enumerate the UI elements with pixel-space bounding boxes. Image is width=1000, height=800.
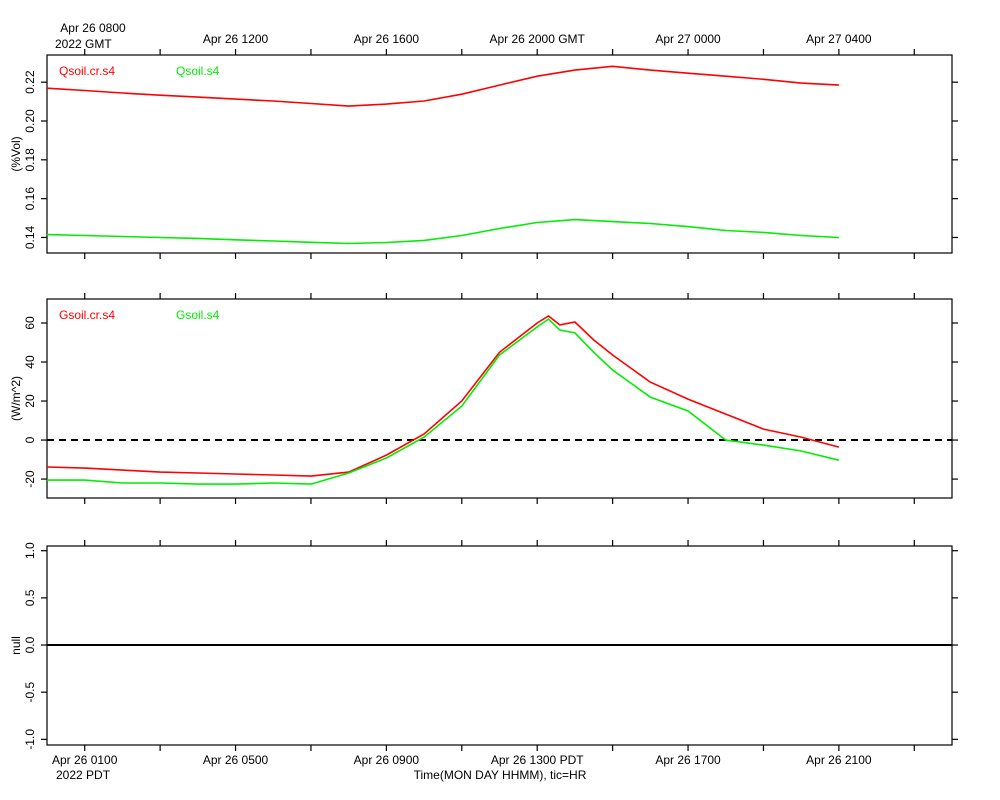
x-tick-label: Apr 26 0900 [354, 753, 420, 767]
x-tick-label: Apr 26 2100 [806, 753, 872, 767]
top-tick-label: Apr 27 0000 [655, 32, 721, 46]
y-tick-label: 0.22 [23, 70, 37, 94]
y-tick-label: 40 [23, 355, 37, 369]
series-line [46, 218, 839, 245]
legend-entry: Gsoil.cr.s4 [59, 308, 115, 322]
y-tick-label: 0 [23, 436, 37, 443]
y-tick-label: 0.14 [23, 225, 37, 249]
plot-frame [46, 54, 953, 254]
y-axis-label: (%Vol) [9, 136, 23, 171]
y-axis-label: (W/m^2) [9, 376, 23, 421]
x-axis-label: Time(MON DAY HHMM), tic=HR [414, 768, 587, 782]
y-tick-label: -0.5 [23, 682, 37, 703]
y-tick-label: 0.20 [23, 109, 37, 133]
series-line [46, 315, 840, 477]
legend-entry: Gsoil.s4 [176, 308, 220, 322]
y-tick-label: 0.5 [23, 589, 37, 606]
top-tick-label: Apr 27 0400 [806, 32, 872, 46]
plot-frame [46, 298, 953, 499]
legend-entry: Qsoil.cr.s4 [59, 64, 115, 78]
y-tick-label: -1.0 [23, 729, 37, 750]
y-tick-label: 20 [23, 394, 37, 408]
x-tick-label: Apr 26 1300 PDT [491, 753, 584, 767]
top-first-tick-label: Apr 26 0800 [60, 21, 126, 35]
y-tick-label: 0.18 [23, 148, 37, 172]
x-tick-label: Apr 26 0100 [52, 753, 118, 767]
y-tick-label: 1.0 [23, 542, 37, 559]
x-tick-label: Apr 26 1700 [655, 753, 721, 767]
x-tick-label: Apr 26 0500 [203, 753, 269, 767]
top-year-label: 2022 GMT [55, 37, 112, 51]
y-tick-label: 60 [23, 316, 37, 330]
y-tick-label: -20 [23, 470, 37, 488]
y-axis-label: null [9, 636, 23, 655]
top-tick-label: Apr 26 2000 GMT [490, 32, 586, 46]
y-tick-label: 0.16 [23, 187, 37, 211]
series-line [47, 318, 840, 485]
top-tick-label: Apr 26 1200 [203, 32, 269, 46]
series-line [46, 65, 839, 107]
bottom-year-label: 2022 PDT [56, 768, 111, 782]
y-tick-label: 0.0 [23, 636, 37, 653]
legend-entry: Qsoil.s4 [176, 64, 220, 78]
top-tick-label: Apr 26 1600 [354, 32, 420, 46]
